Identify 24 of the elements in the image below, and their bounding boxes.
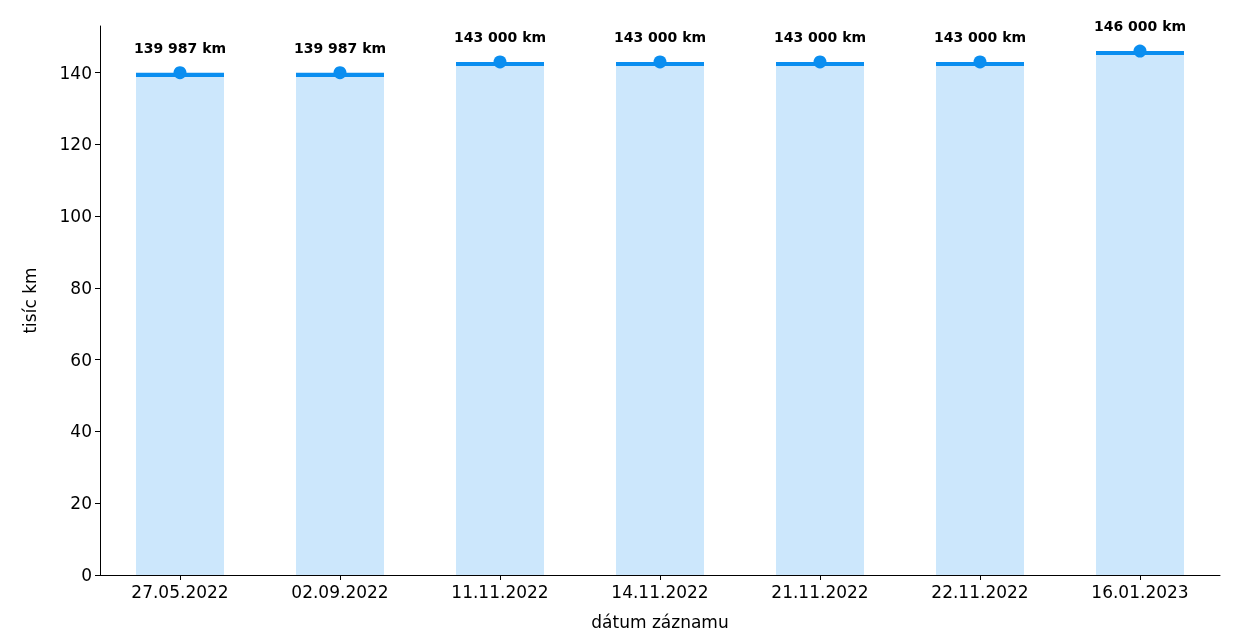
y-tick-label: 0 — [81, 565, 92, 585]
x-tick-label: 27.05.2022 — [131, 581, 229, 602]
annotation: 143 000 km — [933, 28, 1027, 45]
annotation: 143 000 km — [773, 28, 867, 45]
annotation: 139 987 km — [133, 39, 227, 56]
annotation: 143 000 km — [613, 28, 707, 45]
x-tick-label: 21.11.2022 — [771, 581, 869, 602]
x-tick-label: 02.09.2022 — [291, 581, 389, 602]
x-tick-label: 14.11.2022 — [611, 581, 709, 602]
annotation: 146 000 km — [1093, 18, 1187, 35]
y-tick-label: 140 — [59, 62, 92, 83]
y-tick-label: 120 — [59, 134, 92, 155]
y-tick-label: 40 — [70, 421, 92, 442]
x-axis-title: dátum záznamu — [591, 611, 729, 632]
x-tick-label: 16.01.2023 — [1091, 581, 1189, 602]
y-axis-title: tisíc km — [19, 267, 40, 334]
x-tick-label: 22.11.2022 — [931, 581, 1029, 602]
y-tick-label: 60 — [70, 349, 92, 370]
y-tick-label: 80 — [70, 277, 92, 298]
annotation: 139 987 km — [293, 39, 387, 56]
x-tick-label: 11.11.2022 — [451, 581, 549, 602]
y-tick-label: 20 — [70, 493, 92, 514]
annotation: 143 000 km — [453, 28, 547, 45]
y-tick-label: 100 — [59, 206, 92, 227]
